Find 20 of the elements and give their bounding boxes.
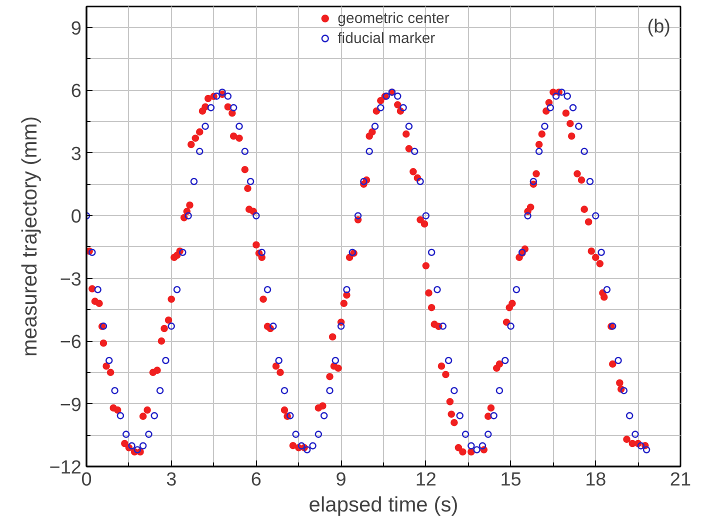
x-tick-label: 18: [585, 470, 606, 490]
y-tick-label: 0: [70, 206, 82, 228]
y-tick-label: 6: [70, 81, 82, 102]
x-tick-label: 3: [166, 470, 177, 490]
x-tick-label: 12: [415, 470, 436, 490]
y-tick-label: −12: [49, 458, 82, 478]
x-tick-label: 6: [250, 470, 262, 490]
legend-label: fiducial marker: [338, 30, 436, 46]
x-tick-label: 9: [336, 470, 346, 490]
x-tick-label: 21: [670, 470, 692, 490]
x-axis-title: elapsed time (s): [308, 494, 458, 516]
y-axis-title: measured trajectory (mm): [18, 116, 42, 357]
annotation: (b): [647, 16, 671, 38]
legend-label: geometric center: [338, 10, 450, 26]
y-tick-label: −3: [60, 269, 82, 290]
x-tick-label: 15: [500, 470, 522, 490]
y-tick-label: 9: [70, 18, 82, 40]
y-tick-label: 3: [70, 144, 82, 165]
y-tick-label: −6: [60, 332, 82, 354]
y-tick-label: −9: [60, 394, 82, 416]
